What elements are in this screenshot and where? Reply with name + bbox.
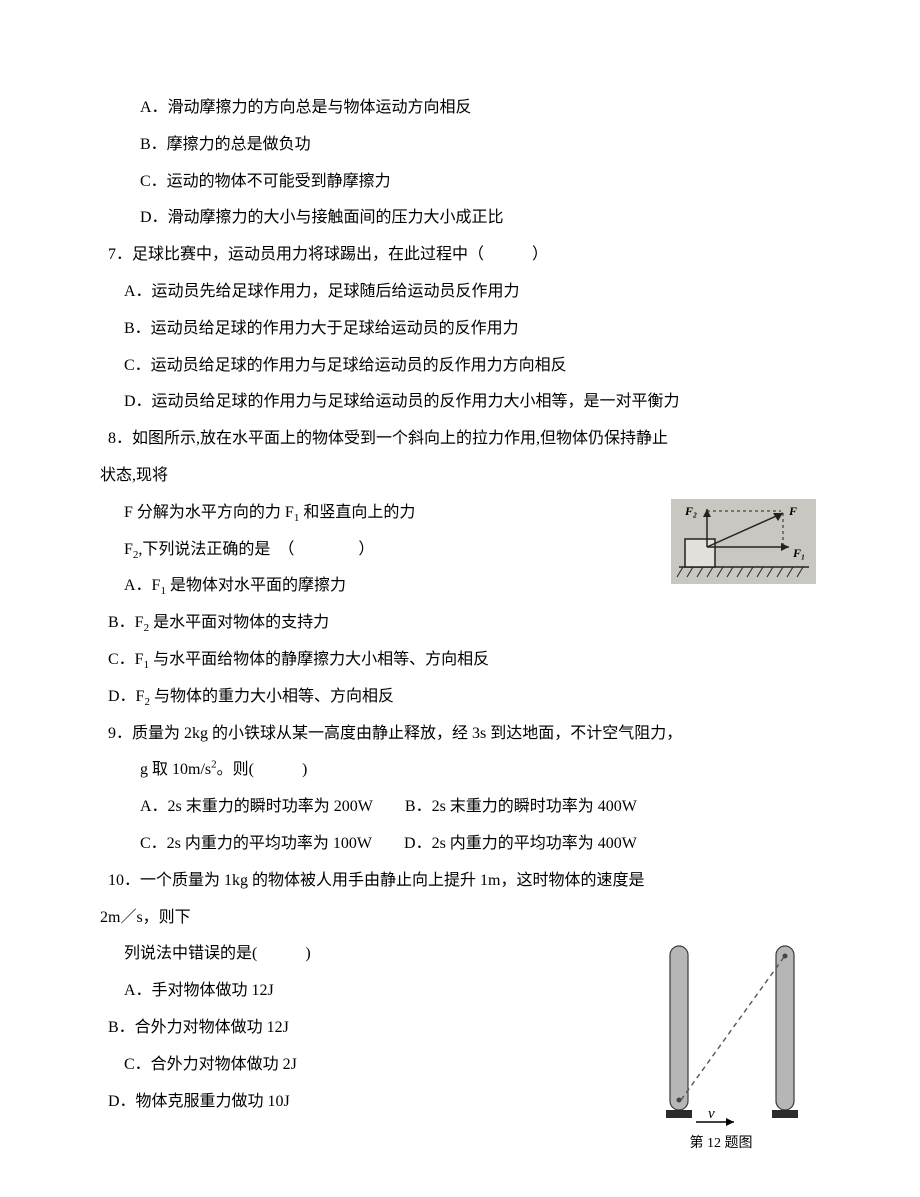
q6-option-a: A．滑动摩擦力的方向总是与物体运动方向相反 bbox=[100, 90, 820, 127]
q10-stem-line1: 10．一个质量为 1kg 的物体被人用手由静止向上提升 1m，这时物体的速度是 bbox=[100, 863, 820, 900]
q12-figure: v 第 12 题图 bbox=[626, 940, 816, 1153]
q9-option-b: B．2s 末重力的瞬时功率为 400W bbox=[405, 789, 637, 826]
q8-option-d: D．F2 与物体的重力大小相等、方向相反 bbox=[100, 679, 820, 716]
q7-option-c: C．运动员给足球的作用力与足球给运动员的反作用力方向相反 bbox=[100, 348, 820, 385]
q7-stem: 7．足球比赛中，运动员用力将球踢出，在此过程中（ ） bbox=[100, 237, 820, 274]
q9-options-row2: C．2s 内重力的平均功率为 100W D．2s 内重力的平均功率为 400W bbox=[100, 826, 820, 863]
svg-text:F₁: F₁ bbox=[792, 546, 805, 560]
q9-stem-line1: 9．质量为 2kg 的小铁球从某一高度由静止释放，经 3s 到达地面，不计空气阻… bbox=[100, 716, 820, 753]
q12-figure-caption: 第 12 题图 bbox=[626, 1136, 816, 1153]
q9-option-d: D．2s 内重力的平均功率为 400W bbox=[404, 826, 637, 863]
q7-option-a: A．运动员先给足球作用力，足球随后给运动员反作用力 bbox=[100, 274, 820, 311]
q7-option-b: B．运动员给足球的作用力大于足球给运动员的反作用力 bbox=[100, 311, 820, 348]
q8-option-b: B．F2 是水平面对物体的支持力 bbox=[100, 605, 820, 642]
svg-text:F: F bbox=[788, 504, 797, 518]
q8-stem-line2: 状态,现将 bbox=[100, 458, 820, 495]
q6-option-c: C．运动的物体不可能受到静摩擦力 bbox=[100, 164, 820, 201]
q8-option-c: C．F1 与水平面给物体的静摩擦力大小相等、方向相反 bbox=[100, 642, 820, 679]
q6-option-d: D．滑动摩擦力的大小与接触面间的压力大小成正比 bbox=[100, 200, 820, 237]
q6-option-b: B．摩擦力的总是做负功 bbox=[100, 127, 820, 164]
svg-text:v: v bbox=[708, 1106, 715, 1122]
q8-stem-line1: 8．如图所示,放在水平面上的物体受到一个斜向上的拉力作用,但物体仍保持静止 bbox=[100, 421, 820, 458]
q9-option-a: A．2s 末重力的瞬时功率为 200W bbox=[140, 789, 373, 826]
svg-text:F₂: F₂ bbox=[684, 504, 697, 518]
q9-options-row1: A．2s 末重力的瞬时功率为 200W B．2s 末重力的瞬时功率为 400W bbox=[100, 789, 820, 826]
q7-option-d: D．运动员给足球的作用力与足球给运动员的反作用力大小相等，是一对平衡力 bbox=[100, 384, 820, 421]
q10-stem-line2: 2m／s，则下 bbox=[100, 900, 820, 937]
q9-option-c: C．2s 内重力的平均功率为 100W bbox=[140, 826, 372, 863]
q8-figure: F F₁ F₂ bbox=[671, 499, 816, 599]
q9-stem-line2: g 取 10m/s2。则( ) bbox=[100, 752, 820, 789]
